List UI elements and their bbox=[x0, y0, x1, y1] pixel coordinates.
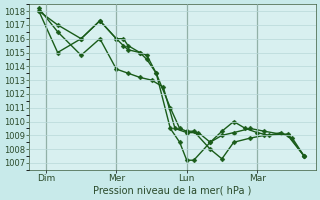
X-axis label: Pression niveau de la mer( hPa ): Pression niveau de la mer( hPa ) bbox=[93, 186, 252, 196]
